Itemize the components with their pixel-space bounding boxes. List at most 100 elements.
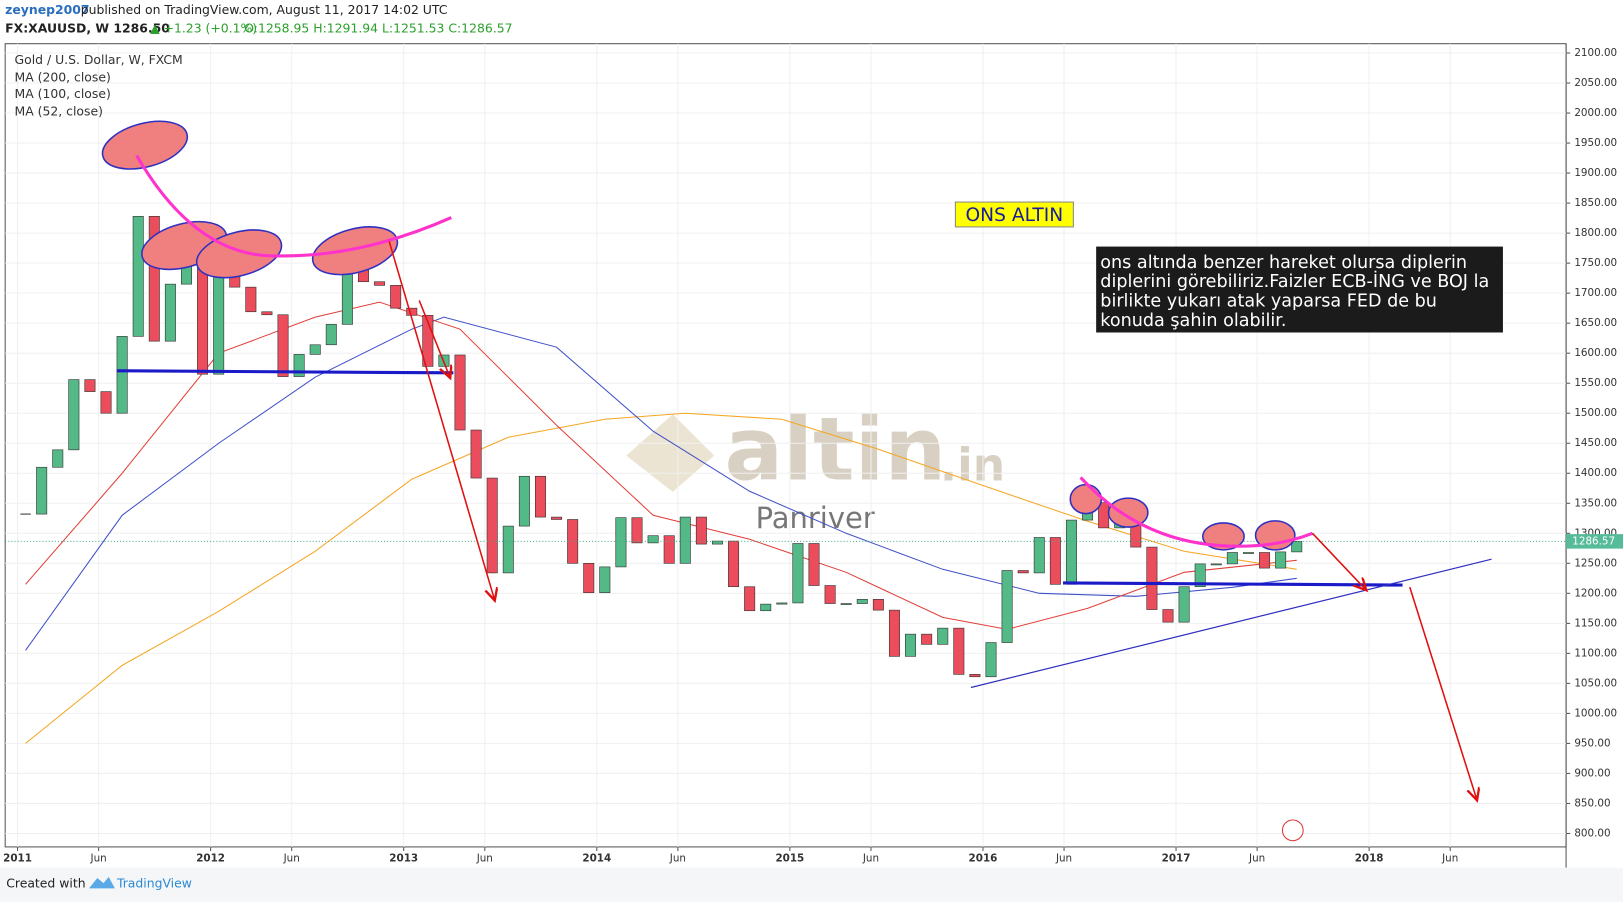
x-tick-label: 2015 — [775, 852, 804, 864]
y-tick-label: 1700.00 — [1574, 287, 1617, 299]
ohlc: O:1258.95 H:1291.94 L:1251.53 C:1286.57 — [244, 21, 512, 36]
candle — [1001, 570, 1013, 643]
y-tick-label: 2000.00 — [1574, 107, 1617, 119]
candle — [325, 324, 337, 346]
candle — [36, 466, 48, 515]
y-tick-label: 1000.00 — [1574, 707, 1617, 719]
y-tick-label: 900.00 — [1574, 767, 1610, 779]
candle — [840, 603, 852, 605]
candle — [1210, 563, 1222, 566]
y-tick-label: 2100.00 — [1574, 47, 1617, 59]
candle — [132, 215, 144, 337]
tradingview-logo — [89, 876, 115, 889]
candle — [808, 543, 820, 586]
candle — [872, 599, 884, 611]
x-tick-label: 2013 — [389, 852, 418, 864]
ellipse — [1201, 522, 1245, 551]
y-tick-label: 1450.00 — [1574, 437, 1617, 449]
x-tick-label: Jun — [283, 852, 300, 864]
arrow — [388, 241, 495, 600]
published: published on TradingView.com, August 11,… — [81, 2, 448, 17]
candle — [1226, 552, 1238, 565]
candle — [148, 215, 160, 342]
ma-line — [25, 412, 1297, 744]
y-tick-label: 850.00 — [1574, 797, 1610, 809]
x-tick-label: 2018 — [1355, 852, 1384, 864]
candle — [551, 516, 563, 520]
watermark-suffix: .in — [940, 439, 1005, 492]
candle — [100, 391, 112, 414]
x-tick-label: Jun — [1248, 852, 1265, 864]
candle — [921, 633, 933, 645]
change: ▲ +1.23 (+0.1%) — [150, 21, 257, 36]
label-text: ONS ALTIN — [966, 205, 1064, 226]
candle — [406, 307, 418, 316]
candle — [905, 633, 917, 657]
candle — [84, 379, 96, 392]
y-tick-label: 1800.00 — [1574, 227, 1617, 239]
ellipse — [1069, 483, 1103, 515]
arrow — [418, 300, 450, 378]
candle — [599, 566, 611, 594]
candle — [1033, 537, 1045, 574]
candle — [534, 475, 546, 518]
y-tick-label: 1150.00 — [1574, 617, 1617, 629]
watermark-text: altin — [725, 399, 947, 501]
candle — [374, 281, 386, 286]
x-tick-label: 2011 — [3, 852, 32, 864]
curve — [1079, 476, 1314, 548]
x-tick-label: Jun — [1055, 852, 1072, 864]
candle — [213, 270, 225, 375]
legend-title: Gold / U.S. Dollar, W, FXCM — [14, 52, 182, 67]
ma-line — [25, 316, 1297, 651]
candle — [728, 540, 740, 588]
x-tick-label: Jun — [669, 852, 686, 864]
candle — [518, 475, 530, 527]
candle — [1259, 552, 1271, 569]
footer-brand[interactable]: TradingView — [116, 876, 192, 891]
candle — [760, 603, 772, 612]
y-tick-label: 1600.00 — [1574, 347, 1617, 359]
candle — [888, 609, 900, 657]
y-tick-label: 1900.00 — [1574, 167, 1617, 179]
candle — [744, 586, 756, 612]
candle — [245, 286, 257, 313]
x-tick-label: 2014 — [582, 852, 611, 864]
note-line: diplerini görebiliriz.Faizler ECB-İNG ve… — [1100, 271, 1489, 292]
legend-entry: MA (52, close) — [14, 104, 102, 119]
candle — [1162, 609, 1174, 623]
candle — [969, 674, 981, 678]
trend-line — [970, 558, 1492, 689]
candle — [583, 562, 595, 594]
candle — [309, 344, 321, 355]
author[interactable]: zeynep2007 — [5, 2, 89, 17]
y-tick-label: 950.00 — [1574, 737, 1610, 749]
candle — [953, 627, 965, 675]
y-tick-label: 2050.00 — [1574, 77, 1617, 89]
candle — [824, 585, 836, 604]
ellipse — [1107, 497, 1149, 528]
candle — [470, 429, 482, 479]
y-tick-label: 1950.00 — [1574, 137, 1617, 149]
candle — [711, 540, 723, 545]
candle — [390, 285, 402, 309]
y-tick-label: 1500.00 — [1574, 407, 1617, 419]
candle — [52, 449, 64, 468]
y-tick-label: 1100.00 — [1574, 647, 1617, 659]
y-tick-label: 1250.00 — [1574, 557, 1617, 569]
x-tick-label: 2016 — [969, 852, 998, 864]
arrow — [1311, 532, 1366, 590]
candle — [615, 517, 627, 568]
candle — [1275, 551, 1287, 569]
note-line: konuda şahin olabilir. — [1100, 311, 1286, 331]
candle — [679, 516, 691, 564]
candle — [68, 379, 80, 451]
candle — [454, 354, 466, 431]
candle — [792, 543, 804, 604]
event-icon[interactable] — [1281, 819, 1304, 842]
y-tick-label: 1050.00 — [1574, 677, 1617, 689]
ellipse — [101, 120, 189, 170]
footer-created: Created with — [6, 876, 85, 891]
y-tick-label: 1550.00 — [1574, 377, 1617, 389]
